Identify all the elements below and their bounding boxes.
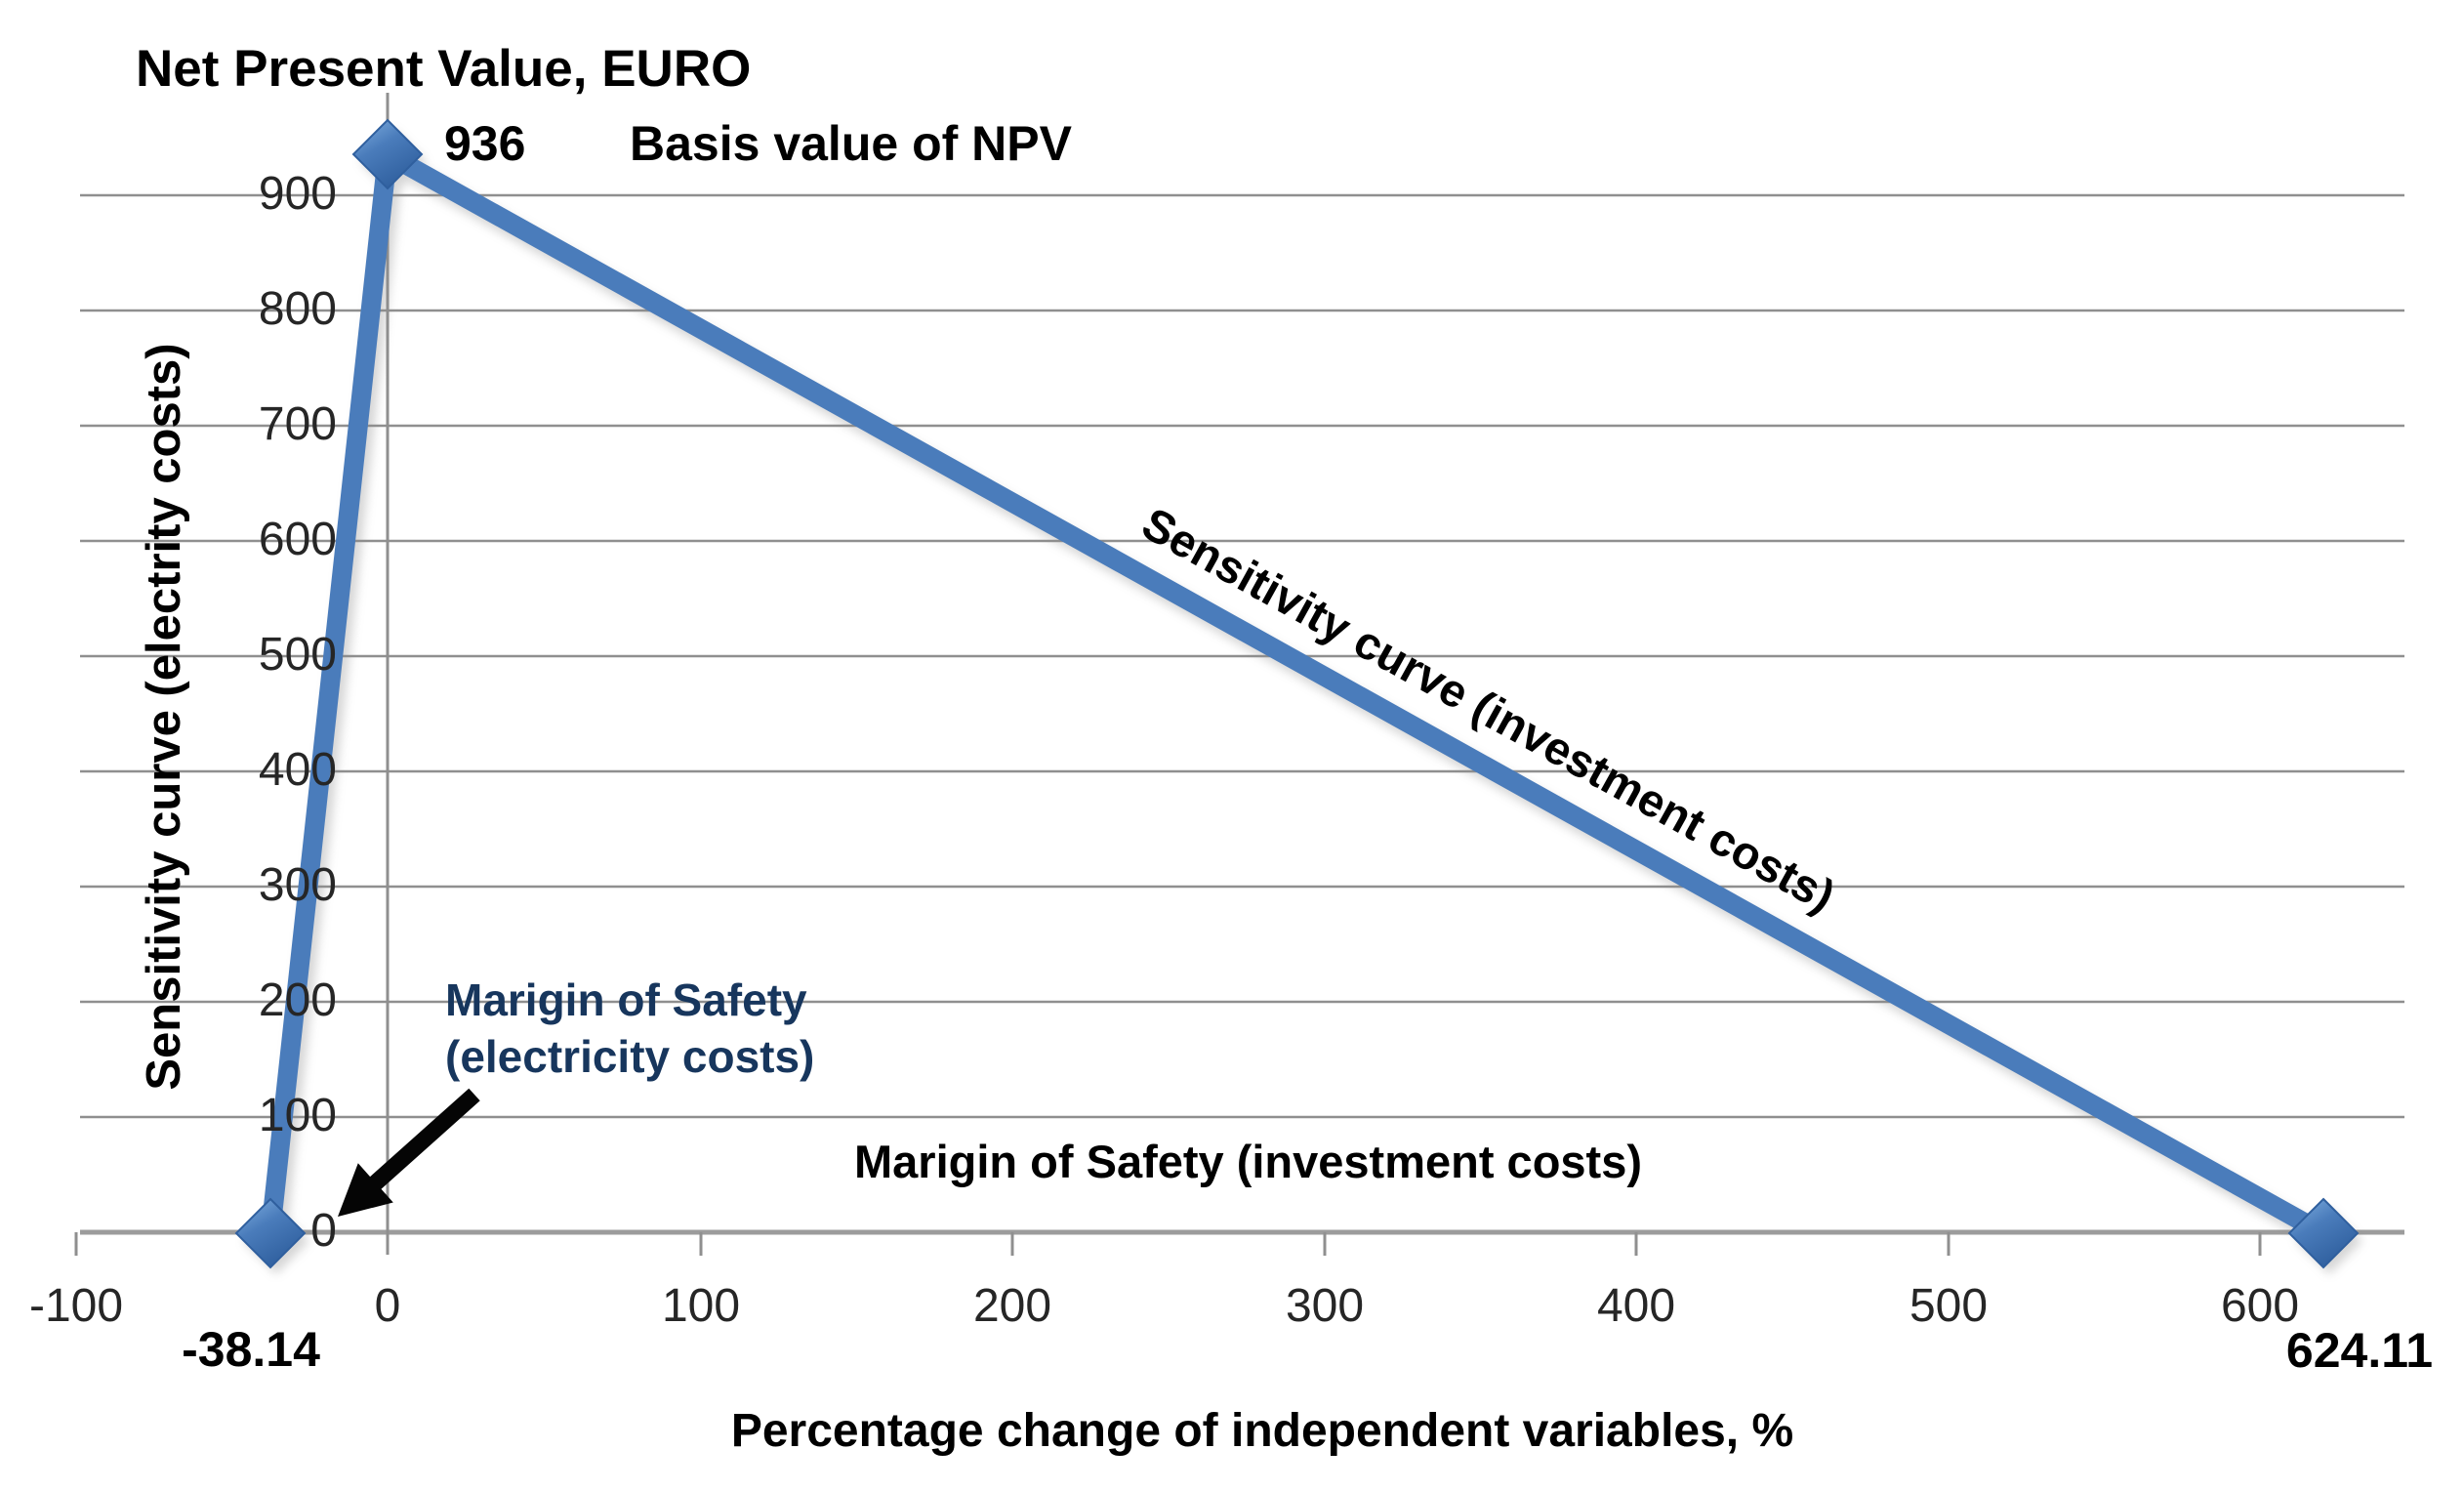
x-tick-500: 500 — [1909, 1280, 1989, 1332]
margin-electricity-label-line1: Marigin of Safety — [445, 974, 807, 1025]
chart-title: Net Present Value, EURO — [136, 40, 752, 98]
marker-investment-intercept — [2287, 1197, 2360, 1269]
x-tick-400: 400 — [1596, 1280, 1676, 1332]
y-tick-300: 300 — [258, 859, 337, 911]
y-tick-0: 0 — [310, 1205, 337, 1257]
x-tick-0: 0 — [374, 1280, 401, 1332]
basis-caption-label: Basis value of NPV — [630, 116, 1072, 171]
y-tick-600: 600 — [258, 514, 337, 565]
investment-intercept-label: 624.11 — [2285, 1323, 2434, 1378]
y-tick-400: 400 — [258, 744, 337, 796]
x-axis-ticks — [74, 1232, 2262, 1256]
electricity-intercept-label: -38.14 — [182, 1322, 320, 1377]
x-tick-neg100: -100 — [28, 1280, 124, 1332]
margin-electricity-label-line2: (electricity costs) — [445, 1031, 815, 1082]
y-tick-100: 100 — [258, 1090, 337, 1141]
y-tick-200: 200 — [258, 974, 337, 1026]
marker-basis-value — [351, 118, 424, 190]
x-tick-600: 600 — [2220, 1280, 2300, 1332]
x-tick-300: 300 — [1285, 1280, 1365, 1332]
x-tick-200: 200 — [972, 1280, 1052, 1332]
horizontal-gridlines — [80, 193, 2404, 1119]
y-tick-900: 900 — [258, 168, 337, 220]
y-tick-700: 700 — [258, 398, 337, 450]
y-tick-500: 500 — [258, 629, 337, 681]
x-axis-title: Percentage change of independent variabl… — [730, 1405, 1794, 1457]
series-shadow — [243, 129, 2362, 1274]
margin-of-safety-arrow — [338, 1088, 480, 1217]
data-point-markers — [234, 118, 2360, 1269]
marker-electricity-intercept — [234, 1197, 307, 1269]
basis-value-label: 936 — [444, 116, 526, 171]
margin-investment-label: Marigin of Safety (investment costs) — [854, 1136, 1642, 1187]
x-tick-100: 100 — [661, 1280, 741, 1332]
y-tick-800: 800 — [258, 283, 337, 335]
